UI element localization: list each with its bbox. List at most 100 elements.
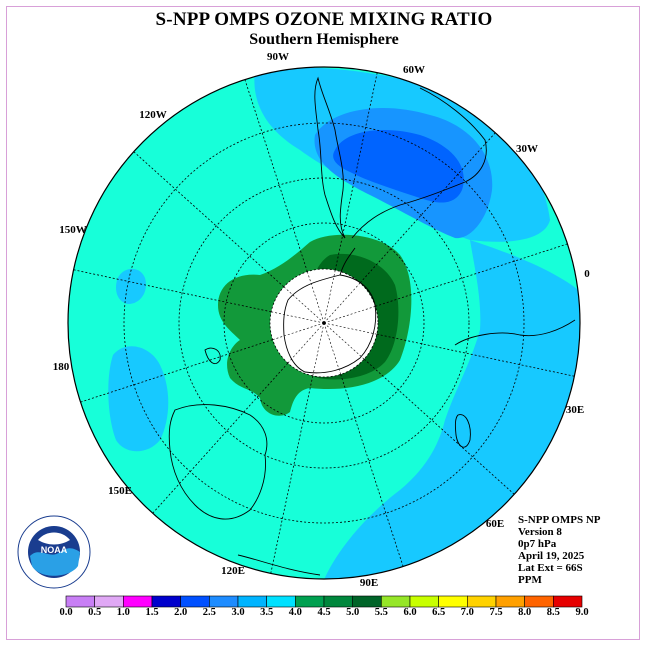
coastlines xyxy=(168,76,576,576)
noaa-logo-text: NOAA xyxy=(41,545,68,555)
colorbar-tick-label: 8.0 xyxy=(518,607,532,618)
colorbar-swatch xyxy=(65,595,95,608)
polar-spoke xyxy=(287,322,325,364)
map-title: S-NPP OMPS OZONE MIXING RATIO xyxy=(155,9,493,30)
colorbar-swatch xyxy=(438,595,468,608)
polar-spoke xyxy=(272,322,325,340)
info-version: Version 8 xyxy=(518,526,562,538)
meridian-line xyxy=(244,79,308,272)
colorbar-swatch xyxy=(409,595,439,608)
colorbar-tick-label: 5.0 xyxy=(346,607,360,618)
lon-label-180: 180 xyxy=(53,361,70,373)
madagascar xyxy=(454,414,471,448)
meridian-line xyxy=(359,132,496,284)
colorbar-swatch xyxy=(524,595,554,608)
polar-spoke xyxy=(283,286,325,324)
colorbar-swatch xyxy=(323,595,353,608)
ozone-field xyxy=(68,67,580,579)
peninsula xyxy=(339,247,356,276)
info-instrument: S-NPP OMPS NP xyxy=(518,514,601,526)
colorbar-swatch xyxy=(295,595,325,608)
colorbar-tick-label: 4.0 xyxy=(288,607,302,618)
south-america-east-coast xyxy=(351,87,487,239)
australia-coast xyxy=(168,404,268,520)
colorbar-tick-label: 7.0 xyxy=(460,607,474,618)
map-boundary xyxy=(67,66,581,580)
colorbar-tick-label: 2.0 xyxy=(174,607,188,618)
colorbar-swatch xyxy=(381,595,411,608)
meridian-line xyxy=(80,339,273,403)
polar-spoke xyxy=(323,322,377,335)
lon-label-90w: 90W xyxy=(267,51,289,63)
info-pressure: 0p7 hPa xyxy=(518,538,557,550)
lon-label-120e: 120E xyxy=(221,565,245,577)
colorbar-tick-label: 7.5 xyxy=(489,607,503,618)
colorbar-swatch xyxy=(123,595,153,608)
noaa-logo: NOAA xyxy=(17,515,91,589)
meridian-line xyxy=(133,151,285,288)
polar-spoke xyxy=(323,322,365,360)
lon-label-30e: 30E xyxy=(566,404,584,416)
lon-label-90e: 90E xyxy=(360,577,378,589)
lon-label-60w: 60W xyxy=(403,64,425,76)
meridian-line xyxy=(375,243,568,307)
colorbar-swatch xyxy=(495,595,525,608)
meridian-line xyxy=(270,375,314,574)
colorbar-swatch xyxy=(151,595,181,608)
meridian-line xyxy=(73,269,272,313)
colorbar-tick-label: 1.0 xyxy=(116,607,130,618)
colorbar-tick-label: 0.0 xyxy=(59,607,73,618)
polar-spoke xyxy=(307,271,325,324)
info-panel: S-NPP OMPS NP Version 8 0p7 hPa April 19… xyxy=(518,514,601,586)
colorbar-swatch xyxy=(467,595,497,608)
info-date: April 19, 2025 xyxy=(518,550,585,562)
colorbar-tick-label: 5.5 xyxy=(374,607,388,618)
lon-label-30w: 30W xyxy=(516,143,538,155)
new-zealand xyxy=(204,347,221,364)
colorbar-swatch xyxy=(352,595,382,608)
colorbar-tick-label: 3.5 xyxy=(260,607,274,618)
contour-2.0-core xyxy=(333,130,464,203)
colorbar xyxy=(65,595,583,608)
lon-label-150e: 150E xyxy=(108,485,132,497)
figure-frame xyxy=(6,6,640,640)
meridian-line xyxy=(376,333,575,377)
graticule xyxy=(73,72,575,574)
africa-coast xyxy=(454,319,576,346)
colorbar-swatch xyxy=(94,595,124,608)
colorbar-tick-label: 6.5 xyxy=(432,607,446,618)
south-pole-marker xyxy=(322,321,326,325)
longitude-labels: 90W 60W 30W 0 30E 60E 90E 120E 150E 180 … xyxy=(53,51,591,589)
colorbar-tick-label: 9.0 xyxy=(575,607,589,618)
info-lat-extent: Lat Ext = 66S xyxy=(518,562,583,574)
colorbar-tick-label: 4.5 xyxy=(317,607,331,618)
lon-label-150w: 150W xyxy=(59,224,87,236)
asia-coast xyxy=(237,554,321,576)
colorbar-tick-label: 2.5 xyxy=(202,607,216,618)
colorbar-swatch xyxy=(180,595,210,608)
meridian-line xyxy=(363,358,515,495)
polar-spoke xyxy=(271,311,325,324)
lon-label-60e: 60E xyxy=(486,518,504,530)
polar-spokes xyxy=(271,270,377,376)
colorbar-tick-label: 3.0 xyxy=(231,607,245,618)
colorbar-tick-label: 6.0 xyxy=(403,607,417,618)
polar-spoke xyxy=(323,270,336,324)
colorbar-swatch xyxy=(209,595,239,608)
colorbar-swatch xyxy=(266,595,296,608)
meridian-line xyxy=(340,374,404,567)
meridian-line xyxy=(152,362,289,514)
contour-3.0-west-small xyxy=(116,268,146,304)
colorbar-tick-label: 8.5 xyxy=(546,607,560,618)
map-subtitle: Southern Hemisphere xyxy=(249,31,399,48)
lon-label-0: 0 xyxy=(584,268,590,280)
polar-spoke xyxy=(312,322,325,376)
contour-3.0-west-large xyxy=(108,346,169,452)
lon-label-120w: 120W xyxy=(139,109,167,121)
colorbar-tick-label: 0.5 xyxy=(88,607,102,618)
polar-spoke xyxy=(323,282,361,324)
polar-spoke xyxy=(323,322,341,375)
polar-spoke xyxy=(323,306,376,324)
colorbar-swatch xyxy=(237,595,267,608)
